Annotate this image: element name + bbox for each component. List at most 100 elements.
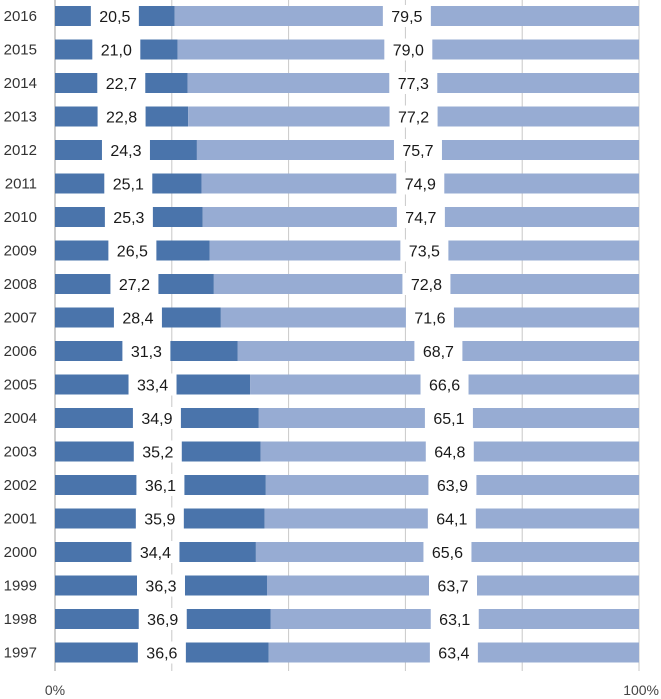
data-label-series-2: 68,7 [423, 344, 454, 361]
y-tick-label: 2000 [4, 544, 37, 561]
data-label-bg [423, 541, 472, 563]
x-tick-label: 0% [45, 682, 65, 698]
data-label-bg [110, 273, 159, 295]
data-label-bg [113, 306, 162, 329]
data-label-series-2: 71,6 [414, 311, 445, 328]
data-labels: 20,5 79,5 21,0 79,0 22,7 77,3 22,8 77,2 24,3 75,7… [90, 5, 479, 664]
y-tick-label: 2010 [4, 209, 37, 226]
data-label-series-1: 36,9 [147, 612, 178, 629]
data-label-bg [405, 306, 454, 329]
data-label-bg [132, 407, 181, 429]
data-label-bg [402, 273, 451, 295]
data-label-bg [396, 206, 445, 228]
data-label-bg [97, 72, 146, 94]
y-tick-label: 2014 [4, 75, 37, 92]
data-label-bg [137, 641, 186, 664]
data-label-series-1: 33,4 [137, 378, 168, 395]
data-label-bg [429, 641, 478, 664]
data-label-bg [122, 340, 171, 362]
x-axis: 0% 100% [45, 682, 659, 698]
data-label-series-2: 77,3 [398, 76, 429, 93]
bars [55, 6, 640, 663]
data-label-bg [101, 139, 150, 161]
data-label-series-2: 75,7 [402, 143, 433, 160]
data-label-bg [420, 373, 469, 396]
data-label-series-2: 63,1 [439, 612, 470, 629]
data-label-bg [133, 440, 182, 463]
y-tick-label: 2002 [4, 477, 37, 494]
y-tick-label: 2006 [4, 343, 37, 360]
data-label-bg [428, 474, 477, 496]
data-label-series-2: 63,9 [437, 478, 468, 495]
data-label-series-2: 65,1 [433, 411, 464, 428]
data-label-series-1: 36,6 [146, 646, 177, 663]
y-tick-label: 2001 [4, 511, 37, 528]
data-label-bg [396, 172, 445, 195]
data-label-bg [131, 541, 180, 563]
y-tick-label: 1999 [4, 578, 37, 595]
data-label-series-1: 35,9 [144, 512, 175, 529]
data-label-bg [427, 507, 476, 530]
data-label-series-1: 22,8 [106, 110, 137, 127]
data-label-bg [97, 105, 146, 128]
data-label-bg [382, 5, 431, 27]
data-label-bg [384, 38, 433, 61]
data-label-bg [389, 105, 438, 128]
gridlines [54, 0, 640, 671]
data-label-bg [414, 340, 463, 362]
data-label-series-2: 66,6 [429, 378, 460, 395]
data-label-bg [135, 507, 184, 530]
y-tick-label: 2016 [4, 8, 37, 25]
data-label-series-2: 64,1 [436, 512, 467, 529]
data-label-series-2: 74,7 [405, 210, 436, 227]
data-label-series-2: 64,8 [434, 445, 465, 462]
data-label-series-1: 22,7 [106, 76, 137, 93]
data-label-bg [424, 407, 473, 429]
data-label-bg [430, 608, 479, 630]
data-label-bg [393, 139, 442, 161]
data-label-bg [104, 172, 153, 195]
y-tick-label: 2007 [4, 310, 37, 327]
data-label-series-1: 34,4 [140, 545, 171, 562]
data-label-bg [136, 474, 185, 496]
data-label-series-2: 63,4 [438, 646, 469, 663]
y-tick-label: 2003 [4, 444, 37, 461]
data-label-bg [104, 206, 153, 228]
data-label-series-1: 27,2 [119, 277, 150, 294]
data-label-bg [138, 608, 187, 630]
data-label-series-1: 36,3 [145, 579, 176, 596]
y-tick-label: 2012 [4, 142, 37, 159]
data-label-series-1: 20,5 [99, 9, 130, 26]
y-tick-label: 2004 [4, 410, 37, 427]
data-label-series-1: 28,4 [122, 311, 153, 328]
y-tick-label: 2013 [4, 109, 37, 126]
y-tick-label: 1997 [4, 645, 37, 662]
data-label-series-2: 72,8 [411, 277, 442, 294]
y-tick-label: 1998 [4, 611, 37, 628]
data-label-series-1: 34,9 [141, 411, 172, 428]
data-label-bg [128, 373, 177, 396]
data-label-bg [400, 239, 449, 262]
y-tick-label: 2008 [4, 276, 37, 293]
data-label-bg [90, 5, 139, 27]
data-label-series-1: 25,1 [113, 177, 144, 194]
data-label-bg [136, 574, 185, 597]
data-label-bg [92, 38, 141, 61]
data-label-series-1: 26,5 [117, 244, 148, 261]
data-label-series-1: 36,1 [145, 478, 176, 495]
data-label-series-2: 63,7 [437, 579, 468, 596]
data-label-bg [389, 72, 438, 94]
data-label-series-1: 35,2 [142, 445, 173, 462]
data-label-series-2: 77,2 [398, 110, 429, 127]
data-label-series-1: 24,3 [110, 143, 141, 160]
data-label-series-2: 73,5 [409, 244, 440, 261]
data-label-series-1: 31,3 [131, 344, 162, 361]
data-label-series-2: 65,6 [432, 545, 463, 562]
data-label-bg [425, 440, 474, 463]
data-label-series-1: 21,0 [101, 43, 132, 60]
y-axis: 2016 2015 2014 2013 2012 2011 2010 2009 2008 2007… [4, 8, 37, 662]
y-tick-label: 2015 [4, 42, 37, 59]
y-tick-label: 2011 [5, 176, 37, 193]
data-label-series-1: 25,3 [113, 210, 144, 227]
